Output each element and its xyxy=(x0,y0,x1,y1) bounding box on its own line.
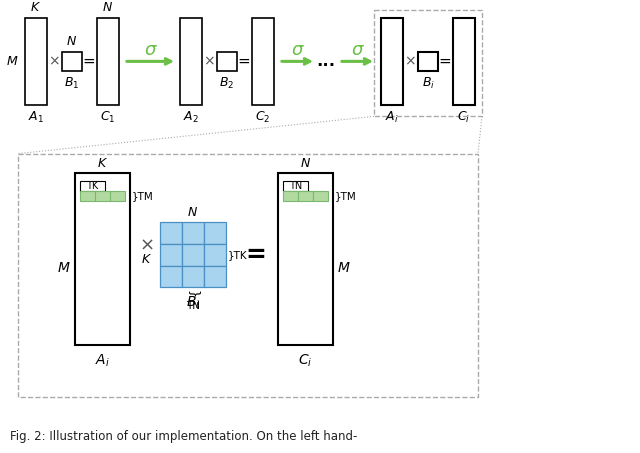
Bar xyxy=(204,265,226,287)
Text: $N$: $N$ xyxy=(300,157,311,170)
Bar xyxy=(180,18,202,105)
Text: $N$: $N$ xyxy=(188,206,198,219)
Text: $N$: $N$ xyxy=(102,1,113,14)
Bar xyxy=(453,18,475,105)
Bar xyxy=(160,265,182,287)
Bar xyxy=(160,222,182,244)
Text: $B_i$: $B_i$ xyxy=(422,76,435,91)
Bar xyxy=(252,18,274,105)
Bar xyxy=(97,18,119,105)
Text: =: = xyxy=(438,54,451,69)
Bar xyxy=(313,191,328,201)
Text: $B_1$: $B_1$ xyxy=(65,76,79,91)
Bar xyxy=(283,191,298,201)
Text: $K$: $K$ xyxy=(97,157,108,170)
Bar xyxy=(62,52,82,71)
Text: $M$: $M$ xyxy=(57,261,71,275)
Bar xyxy=(283,181,308,191)
Text: TK: TK xyxy=(86,181,99,191)
Bar xyxy=(160,244,182,265)
Text: }: } xyxy=(186,290,200,298)
Text: $B_2$: $B_2$ xyxy=(220,76,235,91)
Bar xyxy=(18,154,478,397)
Text: TN: TN xyxy=(289,181,302,191)
Text: $M$: $M$ xyxy=(6,55,18,68)
Text: =: = xyxy=(246,243,266,267)
Bar xyxy=(80,181,105,191)
Bar xyxy=(182,222,204,244)
Text: $N$: $N$ xyxy=(67,34,77,48)
Text: =: = xyxy=(237,54,250,69)
Bar xyxy=(381,18,403,105)
Text: $A_i$: $A_i$ xyxy=(95,353,110,369)
Text: $C_i$: $C_i$ xyxy=(458,110,470,125)
Text: $\sigma$: $\sigma$ xyxy=(143,41,157,58)
Bar xyxy=(217,52,237,71)
Text: $\sigma$: $\sigma$ xyxy=(351,41,364,58)
Text: }TK: }TK xyxy=(228,250,248,260)
Text: }TM: }TM xyxy=(132,191,154,201)
Bar xyxy=(298,191,313,201)
Text: ...: ... xyxy=(316,53,335,70)
Text: =: = xyxy=(83,54,95,69)
Text: $C_2$: $C_2$ xyxy=(255,110,271,125)
Text: ×: × xyxy=(203,54,215,68)
Bar xyxy=(182,265,204,287)
Bar xyxy=(110,191,125,201)
Text: Fig. 2: Illustration of our implementation. On the left hand-: Fig. 2: Illustration of our implementati… xyxy=(10,430,357,443)
Text: $A_i$: $A_i$ xyxy=(385,110,399,125)
Text: ×: × xyxy=(404,54,416,68)
Bar xyxy=(204,244,226,265)
Text: $B_i$: $B_i$ xyxy=(186,295,200,311)
Text: $K$: $K$ xyxy=(31,1,42,14)
Bar xyxy=(204,222,226,244)
Bar xyxy=(80,191,95,201)
Text: $K$: $K$ xyxy=(141,253,152,265)
Bar xyxy=(182,244,204,265)
Text: $C_i$: $C_i$ xyxy=(298,353,313,369)
Text: $A_1$: $A_1$ xyxy=(28,110,44,125)
Bar xyxy=(75,173,130,345)
Bar xyxy=(25,18,47,105)
Text: }TM: }TM xyxy=(335,191,356,201)
Text: $A_2$: $A_2$ xyxy=(183,110,199,125)
Text: $\sigma$: $\sigma$ xyxy=(291,41,305,58)
Text: TN: TN xyxy=(186,301,200,311)
Text: ×: × xyxy=(48,54,60,68)
Bar xyxy=(95,191,110,201)
Bar xyxy=(278,173,333,345)
Text: ×: × xyxy=(140,236,155,255)
Text: $M$: $M$ xyxy=(337,261,351,275)
Text: $C_1$: $C_1$ xyxy=(100,110,116,125)
Bar xyxy=(374,10,482,116)
Bar xyxy=(418,52,438,71)
